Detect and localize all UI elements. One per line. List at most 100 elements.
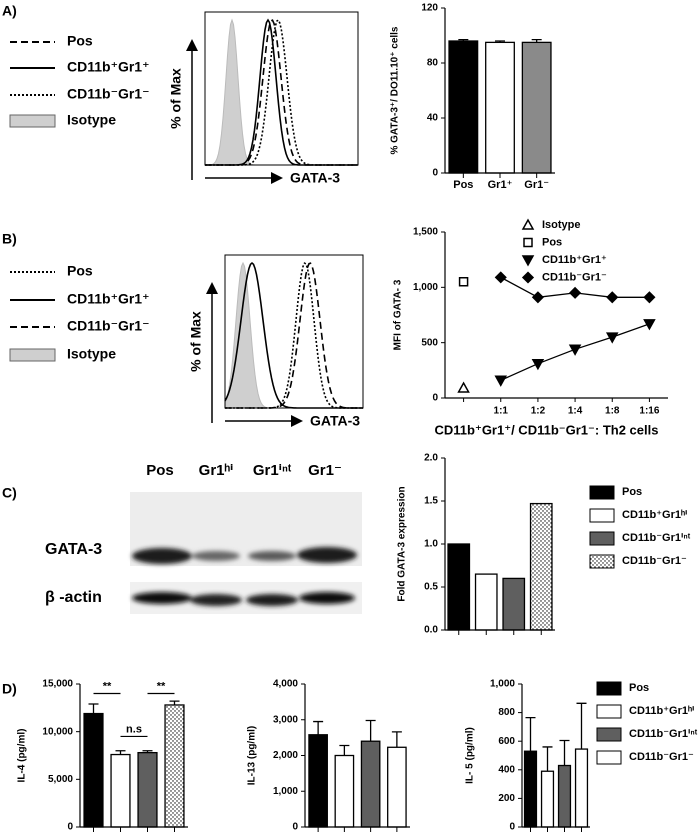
blot-band xyxy=(297,547,357,563)
x-tick-label: Pos xyxy=(453,179,473,191)
y-tick-label: 800 xyxy=(498,707,515,718)
bar xyxy=(360,740,381,828)
legend-label: Isotype xyxy=(67,346,116,362)
bar xyxy=(502,577,526,631)
axis-label: GATA-3 xyxy=(310,413,360,429)
marker xyxy=(643,291,656,304)
axis-label: GATA-3 xyxy=(290,170,340,186)
blot-band xyxy=(132,548,192,564)
blot-band xyxy=(248,551,296,561)
significance-label: n.s xyxy=(126,723,142,735)
error-bar xyxy=(142,750,153,753)
error-bar xyxy=(495,40,505,43)
x-tick-label: 1:16 xyxy=(639,406,659,417)
error-bar xyxy=(531,38,542,43)
y-tick-label: 80 xyxy=(427,58,439,69)
legend-label: CD11b⁺Gr1ʰⁱ xyxy=(622,509,687,521)
axis-label: % of Max xyxy=(168,68,184,129)
bar xyxy=(574,748,589,828)
x-tick-label: 1:1 xyxy=(494,406,509,417)
blot-band xyxy=(190,594,242,606)
error-bar xyxy=(525,716,536,752)
lane-label: Gr1⁻ xyxy=(308,462,342,479)
bar xyxy=(164,704,185,828)
y-tick-label: 2.0 xyxy=(424,453,438,464)
x-tick-label: 1:4 xyxy=(568,406,583,417)
y-tick-label: 0 xyxy=(509,822,515,833)
x-tick-label: Gr1⁺ xyxy=(488,179,513,191)
y-axis-label: MFI of GATA- 3 xyxy=(393,279,404,350)
legend-label: CD11b⁻Gr1ⁱⁿᵗ xyxy=(629,728,698,740)
error-bar xyxy=(88,703,99,714)
y-tick-label: 500 xyxy=(421,337,438,348)
y-tick-label: 0 xyxy=(432,393,438,404)
legend-label: Isotype xyxy=(67,112,116,128)
histogram-frame xyxy=(204,11,359,166)
y-tick-label: 120 xyxy=(421,3,438,14)
marker xyxy=(458,277,469,287)
lane-label: Gr1ⁱⁿᵗ xyxy=(253,462,292,479)
y-tick-label: 0 xyxy=(67,822,73,833)
histogram-frame xyxy=(224,254,364,409)
y-tick-label: 5,000 xyxy=(48,774,73,785)
y-tick-label: 4,000 xyxy=(273,679,298,690)
x-axis-label: CD11b⁺Gr1⁺/ CD11b⁻Gr1⁻: Th2 cells xyxy=(435,422,659,437)
bar xyxy=(523,750,538,828)
bar xyxy=(447,543,471,631)
error-bar xyxy=(576,702,587,750)
y-tick-label: 10,000 xyxy=(42,726,73,737)
error-bar xyxy=(458,38,469,41)
panel-label: A) xyxy=(2,3,17,19)
marker xyxy=(521,218,535,230)
legend-label: Pos xyxy=(629,682,649,694)
bar xyxy=(485,41,515,174)
legend-swatch xyxy=(589,554,615,569)
legend-label: Isotype xyxy=(542,219,581,231)
x-tick-label: 1:8 xyxy=(605,406,620,417)
legend-swatch xyxy=(596,704,622,719)
x-tick-label: Gr1⁻ xyxy=(524,179,549,191)
bar xyxy=(540,770,555,828)
y-tick-label: 1.0 xyxy=(424,539,438,550)
legend-label: CD11b⁺Gr1⁺ xyxy=(67,59,149,75)
legend-label: CD11b⁻Gr1ⁱⁿᵗ xyxy=(622,532,691,544)
y-tick-label: 200 xyxy=(498,793,515,804)
bar xyxy=(110,753,131,828)
bar xyxy=(557,764,572,828)
panel-label: D) xyxy=(2,681,17,697)
panel-label: C) xyxy=(2,485,17,501)
legend-label: Pos xyxy=(622,486,642,498)
legend-label: Pos xyxy=(67,263,93,279)
bar xyxy=(334,754,355,828)
legend-label: CD11b⁺Gr1ʰⁱ xyxy=(629,705,694,717)
y-tick-label: 400 xyxy=(498,764,515,775)
blot-band xyxy=(246,594,298,606)
panel-label: B) xyxy=(2,231,17,247)
y-tick-label: 0.0 xyxy=(424,625,438,636)
legend-label: CD11b⁻Gr1⁻ xyxy=(622,555,687,567)
blot-band xyxy=(132,592,192,604)
marker xyxy=(523,237,533,248)
legend-swatch xyxy=(596,727,622,742)
y-tick-label: 15,000 xyxy=(42,679,73,690)
marker xyxy=(531,291,544,304)
legend-swatch xyxy=(589,508,615,523)
error-bar xyxy=(365,719,376,742)
error-bar xyxy=(169,700,180,705)
y-tick-label: 1,500 xyxy=(413,227,438,238)
legend-swatch xyxy=(589,531,615,546)
marker xyxy=(569,286,582,299)
marker xyxy=(643,319,656,331)
y-axis-label: IL- 5 (pg/ml) xyxy=(465,727,476,784)
significance-label: ** xyxy=(103,680,112,692)
legend-swatch xyxy=(9,114,56,128)
y-tick-label: 1,000 xyxy=(413,282,438,293)
legend-swatch xyxy=(596,750,622,765)
legend-label: CD11b⁺Gr1⁺ xyxy=(67,291,149,307)
y-axis-label: Fold GATA-3 expression xyxy=(397,486,408,601)
lane-label: Pos xyxy=(146,462,174,479)
bar xyxy=(521,41,552,174)
y-axis-label: IL-13 (pg/ml) xyxy=(247,726,258,785)
